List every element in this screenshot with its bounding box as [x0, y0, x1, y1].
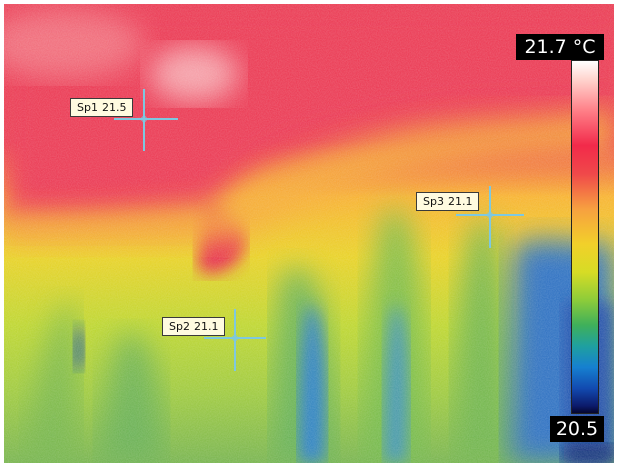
spot-value: 21.1: [447, 195, 473, 208]
spot-value: 21.1: [193, 320, 219, 333]
thermal-heatmap: [4, 4, 614, 463]
spot-label-sp2: Sp2 21.1: [162, 317, 226, 336]
thermal-image: Sp1 21.5 Sp2 21.1 Sp3 21.1: [4, 4, 614, 463]
spot-name: Sp3: [423, 195, 444, 208]
crosshair-center: [487, 212, 493, 218]
crosshair-center: [232, 335, 238, 341]
spot-value: 21.5: [101, 101, 127, 114]
spot-label-sp1: Sp1 21.5: [70, 98, 134, 117]
scale-min-label: 20.5: [550, 416, 604, 442]
scale-max-label: 21.7 °C: [516, 34, 604, 60]
temperature-scale-bar: [571, 60, 599, 414]
spot-name: Sp2: [169, 320, 190, 333]
spot-label-sp3: Sp3 21.1: [416, 192, 480, 211]
spot-name: Sp1: [77, 101, 98, 114]
crosshair-center: [141, 116, 147, 122]
